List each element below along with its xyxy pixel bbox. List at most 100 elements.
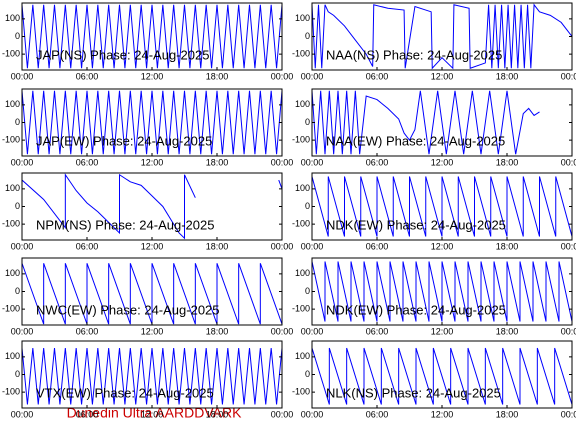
panel-title: NLK(NS) Phase: 24-Aug-2025 — [326, 385, 501, 400]
plot-area — [312, 347, 572, 405]
phase-line — [22, 348, 282, 405]
x-tick-label: 12:00 — [141, 326, 164, 336]
panel-title: VTX(EW) Phase: 24-Aug-2025 — [36, 385, 214, 400]
y-tick-label: -100 — [292, 49, 310, 59]
y-tick-label: 100 — [5, 99, 20, 109]
x-tick-label: 00:00 — [301, 241, 324, 251]
x-tick-label: 00:00 — [271, 326, 294, 336]
y-tick-label: -100 — [292, 304, 310, 314]
plot-area — [22, 173, 282, 240]
panel-title: JAP(EW) Phase: 24-Aug-2025 — [36, 133, 212, 148]
x-tick-label: 18:00 — [496, 71, 519, 81]
phase-line — [312, 347, 572, 405]
x-tick-label: 00:00 — [271, 71, 294, 81]
x-tick-label: 12:00 — [431, 157, 454, 167]
phase-line — [22, 263, 282, 325]
x-tick-label: 12:00 — [431, 326, 454, 336]
x-tick-label: 18:00 — [496, 326, 519, 336]
y-tick-label: 0 — [305, 286, 310, 296]
x-tick-label: 18:00 — [206, 157, 229, 167]
y-tick-label: -100 — [2, 49, 20, 59]
x-tick-label: 00:00 — [561, 241, 576, 251]
x-tick-label: 12:00 — [141, 241, 164, 251]
plot-area — [22, 263, 282, 325]
panel-title: NPM(NS) Phase: 24-Aug-2025 — [36, 217, 214, 232]
x-tick-label: 06:00 — [366, 157, 389, 167]
plot-area — [312, 261, 572, 322]
x-tick-label: 06:00 — [76, 157, 99, 167]
panel-title: NWC(EW) Phase: 24-Aug-2025 — [36, 302, 220, 317]
x-tick-label: 00:00 — [11, 71, 34, 81]
x-tick-label: 06:00 — [76, 71, 99, 81]
x-tick-label: 18:00 — [206, 326, 229, 336]
x-tick-label: 00:00 — [561, 326, 576, 336]
y-tick-label: -100 — [2, 304, 20, 314]
panel-title: JAP(NS) Phase: 24-Aug-2025 — [36, 47, 209, 62]
phase-line — [312, 176, 572, 237]
x-tick-label: 06:00 — [366, 409, 389, 419]
phase-line — [312, 3, 572, 70]
y-tick-label: 100 — [295, 351, 310, 361]
phase-line — [312, 90, 540, 155]
x-tick-label: 00:00 — [301, 409, 324, 419]
plot-area — [312, 176, 572, 237]
x-tick-label: 06:00 — [76, 326, 99, 336]
y-tick-label: 0 — [305, 369, 310, 379]
x-tick-label: 12:00 — [431, 409, 454, 419]
x-tick-label: 18:00 — [206, 409, 229, 419]
x-tick-label: 06:00 — [366, 241, 389, 251]
y-tick-label: -100 — [292, 387, 310, 397]
plot-area — [22, 4, 282, 69]
y-tick-label: -100 — [2, 219, 20, 229]
panel-title: NDK(EW) Phase: 24-Aug-2025 — [326, 302, 506, 317]
phase-line — [312, 261, 572, 322]
x-tick-label: 12:00 — [141, 71, 164, 81]
y-tick-label: 0 — [305, 201, 310, 211]
x-tick-label: 06:00 — [76, 241, 99, 251]
phase-line — [22, 4, 282, 69]
y-tick-label: 0 — [15, 201, 20, 211]
y-tick-label: 0 — [305, 117, 310, 127]
x-tick-label: 12:00 — [431, 71, 454, 81]
x-tick-label: 00:00 — [271, 409, 294, 419]
x-tick-label: 00:00 — [271, 241, 294, 251]
y-tick-label: 0 — [15, 369, 20, 379]
x-tick-label: 00:00 — [561, 71, 576, 81]
panel-title: NAA(EW) Phase: 24-Aug-2025 — [326, 133, 505, 148]
x-tick-label: 06:00 — [366, 71, 389, 81]
x-tick-label: 18:00 — [496, 409, 519, 419]
y-tick-label: 0 — [15, 31, 20, 41]
x-tick-label: 00:00 — [301, 326, 324, 336]
x-tick-label: 00:00 — [11, 326, 34, 336]
x-tick-label: 00:00 — [11, 409, 34, 419]
y-tick-label: -100 — [2, 387, 20, 397]
x-tick-label: 18:00 — [496, 241, 519, 251]
x-tick-label: 18:00 — [206, 71, 229, 81]
panel-title: NDK(EW) Phase: 24-Aug-2025 — [326, 217, 506, 232]
x-tick-label: 00:00 — [11, 157, 34, 167]
x-tick-label: 18:00 — [496, 157, 519, 167]
x-tick-label: 00:00 — [301, 157, 324, 167]
x-tick-label: 06:00 — [366, 326, 389, 336]
phase-line — [22, 173, 282, 240]
y-tick-label: 100 — [295, 99, 310, 109]
x-tick-label: 00:00 — [561, 409, 576, 419]
y-tick-label: 100 — [295, 268, 310, 278]
footer: Dunedin Ultra AARDDVARK — [67, 405, 242, 421]
y-tick-label: -100 — [292, 219, 310, 229]
panel-title: NAA(NS) Phase: 24-Aug-2025 — [326, 47, 502, 62]
y-tick-label: 100 — [5, 13, 20, 23]
plot-area — [312, 3, 572, 70]
plot-area — [22, 348, 282, 405]
plot-area — [312, 90, 540, 155]
y-tick-label: 100 — [295, 183, 310, 193]
y-tick-label: 100 — [5, 268, 20, 278]
plot-area — [22, 90, 282, 155]
y-tick-label: -100 — [2, 135, 20, 145]
y-tick-label: 0 — [15, 117, 20, 127]
y-tick-label: 0 — [15, 286, 20, 296]
x-tick-label: 00:00 — [11, 241, 34, 251]
x-tick-label: 00:00 — [301, 71, 324, 81]
x-tick-label: 12:00 — [431, 241, 454, 251]
